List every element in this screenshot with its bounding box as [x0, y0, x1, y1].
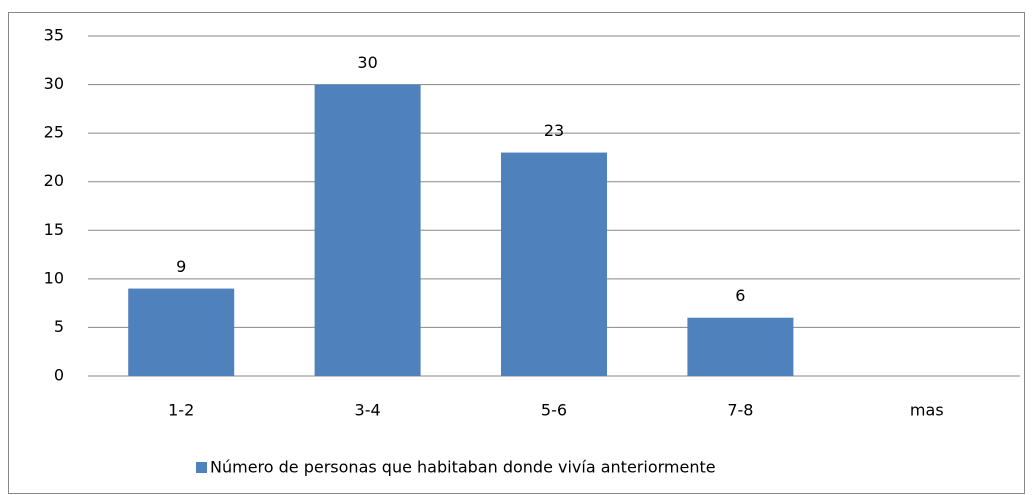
y-tick-label: 15: [44, 220, 64, 239]
bar: [314, 84, 421, 377]
x-tick-label: 5-6: [541, 401, 567, 420]
legend-label: Número de personas que habitaban donde v…: [210, 458, 716, 477]
bar: [128, 288, 235, 376]
bar: [501, 152, 607, 376]
x-tick-label: mas: [910, 401, 944, 420]
y-tick-label: 20: [44, 171, 64, 190]
data-label: 6: [735, 286, 745, 305]
x-tick-label: 7-8: [727, 401, 753, 420]
data-label: 23: [544, 121, 564, 140]
y-tick-label: 25: [44, 123, 64, 142]
data-label: 30: [357, 53, 377, 72]
y-tick-label: 30: [44, 74, 64, 93]
y-tick-label: 0: [54, 366, 64, 385]
data-label: 9: [176, 257, 186, 276]
y-tick-label: 35: [44, 26, 64, 45]
x-tick-label: 1-2: [168, 401, 194, 420]
y-tick-label: 10: [44, 268, 64, 287]
y-tick-label: 5: [54, 317, 64, 336]
x-tick-label: 3-4: [355, 401, 381, 420]
legend-swatch: [196, 462, 207, 473]
bar: [687, 317, 794, 376]
